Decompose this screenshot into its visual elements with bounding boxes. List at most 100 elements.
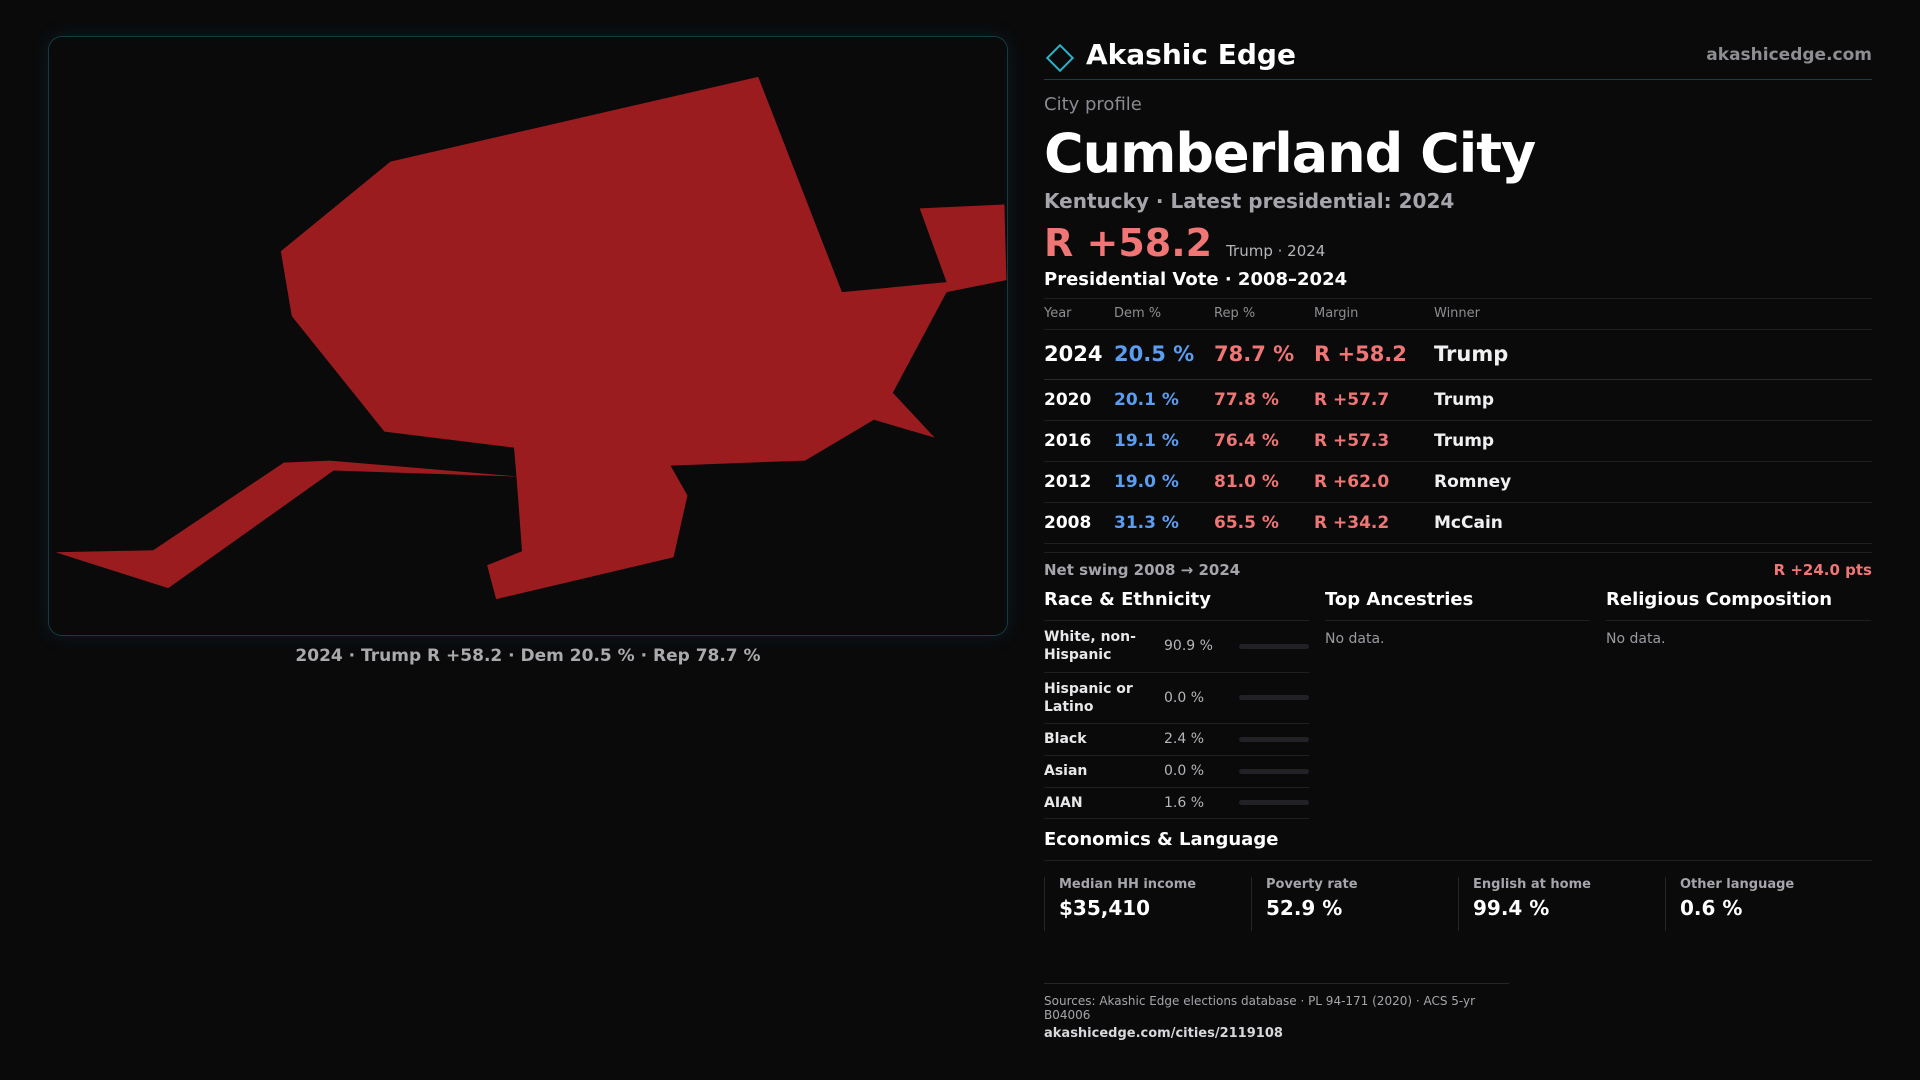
- race-label: White, non-Hispanic: [1044, 629, 1136, 663]
- race-label: Black: [1044, 731, 1087, 747]
- cell-rep: 81.0 %: [1214, 461, 1314, 503]
- list-item: Hispanic or Latino 0.0 %: [1044, 673, 1309, 724]
- presidential-vote-table: Year Dem % Rep % Margin Winner 2024 20.5…: [1044, 299, 1872, 544]
- list-item: Black 2.4 %: [1044, 724, 1309, 756]
- sources-text: Sources: Akashic Edge elections database…: [1044, 993, 1476, 1022]
- brand-header: Akashic Edge akashicedge.com: [1044, 30, 1872, 80]
- cell-year: 2020: [1044, 379, 1114, 421]
- stat-other-language: Other language 0.6 %: [1665, 876, 1872, 931]
- race-value: 0.0 %: [1164, 689, 1205, 706]
- column-header-year: Year: [1044, 299, 1114, 330]
- brand-url-link[interactable]: akashicedge.com: [1706, 44, 1872, 65]
- cell-rep: 78.7 %: [1214, 329, 1314, 380]
- table-row: 2016 19.1 % 76.4 % R +57.3 Trump: [1044, 420, 1872, 462]
- economics-title: Economics & Language: [1044, 829, 1872, 861]
- list-item: Asian 0.0 %: [1044, 756, 1309, 788]
- religion-panel: Religious Composition No data.: [1606, 589, 1871, 819]
- table-row: 2012 19.0 % 81.0 % R +62.0 Romney: [1044, 461, 1872, 503]
- cell-rep: 65.5 %: [1214, 502, 1314, 544]
- brand[interactable]: Akashic Edge: [1044, 38, 1296, 72]
- stat-value: 0.6 %: [1680, 895, 1743, 920]
- map-panel[interactable]: [48, 36, 1008, 636]
- table-row: 2020 20.1 % 77.8 % R +57.7 Trump: [1044, 379, 1872, 421]
- latest-margin: R +58.2 Trump · 2024: [1044, 221, 1872, 265]
- cell-winner: Trump: [1434, 379, 1872, 421]
- cell-dem: 20.5 %: [1114, 329, 1214, 380]
- cell-margin: R +57.7: [1314, 379, 1434, 421]
- list-item: AIAN 1.6 %: [1044, 788, 1309, 819]
- stat-poverty-rate: Poverty rate 52.9 %: [1251, 876, 1458, 931]
- race-bar: [1239, 768, 1309, 774]
- map-caption: 2024 · Trump R +58.2 · Dem 20.5 % · Rep …: [295, 646, 761, 666]
- race-bar: [1239, 643, 1309, 649]
- stat-label: Median HH income: [1059, 876, 1197, 892]
- table-header-row: Year Dem % Rep % Margin Winner: [1044, 299, 1872, 330]
- ancestries-panel: Top Ancestries No data.: [1325, 589, 1590, 819]
- brand-name: Akashic Edge: [1086, 38, 1296, 71]
- race-bar: [1239, 736, 1309, 742]
- latest-margin-value: R +58.2: [1044, 221, 1213, 265]
- cell-margin: R +62.0: [1314, 461, 1434, 503]
- religion-empty: No data.: [1606, 630, 1666, 647]
- cell-margin: R +57.3: [1314, 420, 1434, 462]
- page-title: Cumberland City: [1044, 122, 1536, 185]
- cell-dem: 19.0 %: [1114, 461, 1214, 503]
- diamond-logo-icon: [1045, 43, 1075, 72]
- presidential-section-title: Presidential Vote · 2008–2024: [1044, 269, 1872, 299]
- stat-value: $35,410: [1059, 895, 1151, 920]
- column-header-margin: Margin: [1314, 299, 1434, 330]
- stat-label: Other language: [1680, 876, 1795, 892]
- cell-dem: 31.3 %: [1114, 502, 1214, 544]
- race-ethnicity-panel: Race & Ethnicity White, non-Hispanic 90.…: [1044, 589, 1309, 819]
- column-header-winner: Winner: [1434, 299, 1872, 330]
- cell-margin: R +34.2: [1314, 502, 1434, 544]
- cell-year: 2024: [1044, 329, 1114, 380]
- race-bar: [1239, 800, 1309, 805]
- list-item: White, non-Hispanic 90.9 %: [1044, 621, 1309, 673]
- race-label: Asian: [1044, 763, 1088, 779]
- stat-median-income: Median HH income $35,410: [1044, 876, 1251, 931]
- ancestries-empty: No data.: [1325, 630, 1385, 647]
- religion-title: Religious Composition: [1606, 589, 1871, 621]
- sources-footer: Sources: Akashic Edge elections database…: [1044, 982, 1509, 1041]
- economics-grid: Median HH income $35,410 Poverty rate 52…: [1044, 876, 1872, 931]
- stat-value: 99.4 %: [1473, 895, 1550, 920]
- race-value: 1.6 %: [1164, 794, 1205, 811]
- demographics-section: Race & Ethnicity White, non-Hispanic 90.…: [1044, 589, 1872, 819]
- cell-dem: 20.1 %: [1114, 379, 1214, 421]
- stat-english-at-home: English at home 99.4 %: [1458, 876, 1665, 931]
- race-value: 2.4 %: [1164, 731, 1205, 747]
- stat-label: Poverty rate: [1266, 876, 1358, 892]
- column-header-rep: Rep %: [1214, 299, 1314, 330]
- race-bar: [1239, 695, 1309, 700]
- race-value: 90.9 %: [1164, 638, 1213, 654]
- city-profile-panel: Akashic Edge akashicedge.com City profil…: [1044, 30, 1872, 1041]
- race-label: Hispanic or Latino: [1044, 680, 1133, 715]
- cell-rep: 76.4 %: [1214, 420, 1314, 462]
- profile-eyebrow: City profile: [1044, 94, 1142, 115]
- cell-dem: 19.1 %: [1114, 420, 1214, 462]
- city-boundary-arm[interactable]: [55, 460, 519, 589]
- city-boundary-map: [55, 76, 1007, 600]
- city-subline: Kentucky · Latest presidential: 2024: [1044, 189, 1455, 213]
- race-value: 0.0 %: [1164, 763, 1205, 779]
- cell-winner: Trump: [1434, 420, 1872, 462]
- ancestries-title: Top Ancestries: [1325, 589, 1590, 621]
- net-swing-value: R +24.0 pts: [1773, 560, 1872, 579]
- cell-winner: Trump: [1434, 329, 1872, 380]
- cell-winner: Romney: [1434, 461, 1872, 503]
- cell-rep: 77.8 %: [1214, 379, 1314, 421]
- cell-year: 2016: [1044, 420, 1114, 462]
- race-label: AIAN: [1044, 794, 1083, 811]
- net-swing-label: Net swing 2008 → 2024: [1044, 560, 1241, 579]
- column-header-dem: Dem %: [1114, 299, 1214, 330]
- net-swing: Net swing 2008 → 2024 R +24.0 pts: [1044, 551, 1872, 579]
- stat-label: English at home: [1473, 876, 1591, 892]
- cell-margin: R +58.2: [1314, 329, 1434, 380]
- cell-year: 2012: [1044, 461, 1114, 503]
- city-boundary-shape[interactable]: [280, 76, 1007, 600]
- latest-margin-sub: Trump · 2024: [1226, 242, 1326, 260]
- table-row: 2008 31.3 % 65.5 % R +34.2 McCain: [1044, 502, 1872, 544]
- table-row: 2024 20.5 % 78.7 % R +58.2 Trump: [1044, 329, 1872, 380]
- sources-url-link[interactable]: akashicedge.com/cities/2119108: [1044, 1025, 1283, 1041]
